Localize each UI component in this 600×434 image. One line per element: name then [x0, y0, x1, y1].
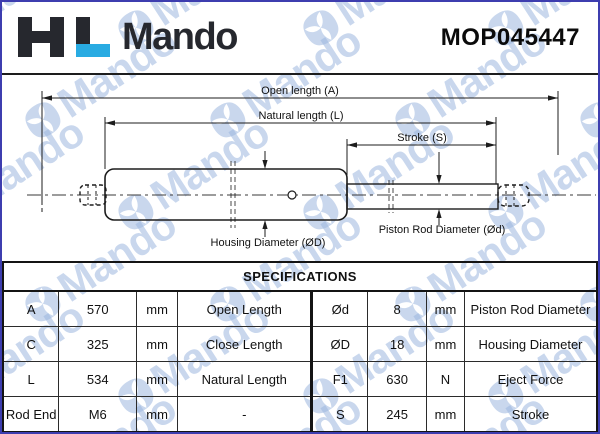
table-row: L 534 mm Natural Length F1 630 N Eject F… [2, 361, 598, 397]
spec-cell: N [425, 361, 466, 397]
spec-cell: Stroke [464, 396, 598, 432]
spec-cell: mm [136, 361, 179, 397]
hl-logo-mark [18, 17, 110, 57]
spec-cell: mm [136, 326, 179, 362]
spec-cell: M6 [58, 396, 138, 432]
spec-cell: F1 [310, 361, 369, 397]
table-title: SPECIFICATIONS [2, 261, 598, 292]
spec-cell: Natural Length [177, 361, 313, 397]
natural-length-label: Natural length (L) [259, 110, 344, 122]
hl-mando-logo: Mando [18, 16, 238, 58]
spec-cell: Rod End [2, 396, 60, 432]
specifications-table: SPECIFICATIONS A 570 mm Open Length Ød 8… [2, 261, 598, 432]
spec-cell: 534 [58, 361, 138, 397]
spec-cell: Eject Force [464, 361, 598, 397]
brand-wordmark: Mando [122, 16, 238, 58]
spec-cell: Piston Rod Diameter [464, 290, 598, 327]
piston-rod-diameter-label: Piston Rod Diameter (Ød) [379, 224, 506, 236]
gas-spring-diagram: Open length (A) Natural length (L) Strok… [27, 85, 596, 249]
housing-port-hole [287, 190, 297, 200]
left-rod-end [79, 184, 107, 206]
spec-cell: mm [425, 396, 466, 432]
spec-cell: Housing Diameter [464, 326, 598, 362]
piston-rod [346, 183, 499, 210]
part-number: MOP045447 [440, 24, 580, 51]
spec-cell: mm [425, 326, 466, 362]
stroke-label: Stroke (S) [397, 132, 447, 144]
spec-cell: - [177, 396, 313, 432]
spec-cell: 570 [58, 290, 138, 327]
spec-cell: Open Length [177, 290, 313, 327]
header: Mando MOP045447 [2, 2, 598, 75]
spec-cell: C [2, 326, 60, 362]
housing-diameter-label: Housing Diameter (ØD) [211, 237, 326, 249]
table-row: A 570 mm Open Length Ød 8 mm Piston Rod … [2, 290, 598, 327]
spec-cell: ØD [310, 326, 369, 362]
table-row: Rod End M6 mm - S 245 mm Stroke [2, 396, 598, 432]
spec-cell: 18 [367, 326, 427, 362]
spec-cell: Ød [310, 290, 369, 327]
spec-cell: 630 [367, 361, 427, 397]
dimension-arrowheads [42, 95, 558, 229]
spec-cell: L [2, 361, 60, 397]
spec-cell: A [2, 290, 60, 327]
spec-cell: 8 [367, 290, 427, 327]
spec-cell: mm [136, 290, 179, 327]
spec-cell: 245 [367, 396, 427, 432]
open-length-label: Open length (A) [261, 85, 339, 97]
spec-cell: Close Length [177, 326, 313, 362]
spec-cell: S [310, 396, 369, 432]
table-row: C 325 mm Close Length ØD 18 mm Housing D… [2, 326, 598, 362]
spec-cell: mm [136, 396, 179, 432]
spec-cell: 325 [58, 326, 138, 362]
spec-cell: mm [425, 290, 466, 327]
